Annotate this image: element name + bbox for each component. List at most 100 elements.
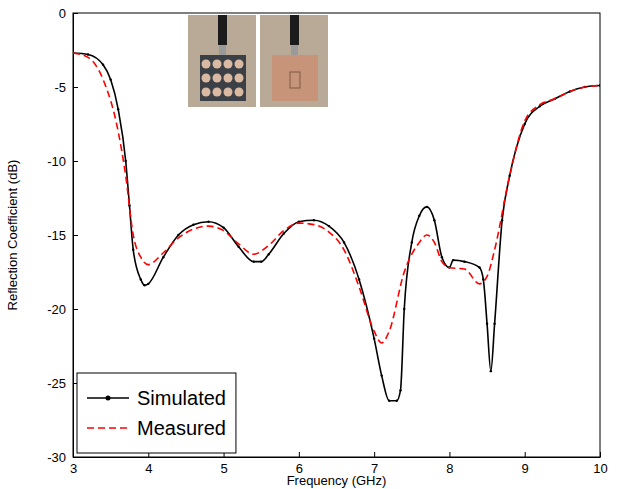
photo-patch [213,60,222,69]
tick-label: 3 [70,461,77,476]
series-marker [441,256,443,258]
inset-photos [188,15,328,107]
photo-background [188,15,256,107]
photo-antenna [272,55,318,101]
photo-connector [219,45,226,55]
series-marker [222,226,224,228]
photo-connector [291,45,298,55]
inset-photo [260,15,328,107]
series-marker [147,283,149,285]
series-marker [343,241,345,243]
tick-label: 8 [446,461,453,476]
tick-label: -10 [47,154,66,169]
series-marker [192,223,194,225]
series-marker [426,206,428,208]
series-marker [486,323,488,325]
photo-patch [213,88,222,97]
photo-patch [224,60,233,69]
photo-patch [235,74,244,83]
tick-label: -15 [47,228,66,243]
series-marker [418,215,420,217]
tick-label: 10 [593,461,607,476]
tick: 9 [522,452,529,476]
series-line [73,53,600,401]
series-marker [490,370,492,372]
tick: 4 [145,452,152,476]
chart: 345678910-30-25-20-15-10-50Frequency (GH… [0,0,620,489]
legend: Simulated Measured [77,373,236,453]
tick-label: 9 [522,461,529,476]
tick-label: -20 [47,302,66,317]
legend-label: Measured [137,417,226,439]
series-marker [411,241,413,243]
series-marker [140,278,142,280]
series-marker [252,260,254,262]
series-marker [260,260,262,262]
tick-label: -30 [47,450,66,465]
photo-antenna [200,55,246,101]
series-marker [109,78,111,80]
photo-patch [202,74,211,83]
tick-label: -5 [54,80,66,95]
series-marker [463,260,465,262]
series-marker [102,64,104,66]
series-marker [177,234,179,236]
series-marker [328,225,330,227]
tick-mark [73,87,78,88]
series-marker [132,249,134,251]
plot-frame [73,13,600,457]
tick-label: 4 [145,461,152,476]
series-marker [313,219,315,221]
inset-photo [188,15,256,107]
legend-swatch [87,427,129,429]
photo-patch [202,60,211,69]
series-marker [501,219,503,221]
tick: -5 [54,80,78,95]
photo-patch [235,60,244,69]
series-marker [433,219,435,221]
photo-patch [213,74,222,83]
series-marker [493,323,495,325]
tick-label: -25 [47,376,66,391]
tick-mark [73,235,78,236]
series-marker [162,256,164,258]
legend-label: Simulated [137,387,226,409]
series-marker [380,374,382,376]
series-marker [373,337,375,339]
tick-label: 5 [220,461,227,476]
photo-cable [290,15,299,45]
tick-mark [73,161,78,162]
y-axis-title: Reflection Coefficient (dB) [5,160,20,311]
tick-label: 0 [59,6,66,21]
series-marker [268,253,270,255]
series-marker [599,84,600,86]
tick-mark [374,452,375,457]
photo-patch [235,88,244,97]
series-marker [358,278,360,280]
series-marker [87,53,89,55]
series-marker [117,108,119,110]
series-marker [452,259,454,261]
legend-box [77,373,236,453]
tick: 5 [220,452,227,476]
series-marker [396,400,398,402]
photo-patch [202,88,211,97]
tick-mark [73,309,78,310]
photo-cable [218,15,227,45]
series-marker [478,266,480,268]
tick: 8 [446,452,453,476]
photo-patch [224,88,233,97]
tick-mark [525,452,526,457]
series-marker [237,246,239,248]
plot-area [73,52,600,402]
series-marker [207,220,209,222]
series-marker [403,308,405,310]
photo-slot [290,72,300,88]
series-marker [399,389,401,391]
series-marker [143,284,145,286]
photo-patch [224,74,233,83]
photo-background [260,15,328,107]
series-line [73,53,600,343]
x-axis-title: Frequency (GHz) [287,473,387,488]
legend-marker [106,396,111,401]
